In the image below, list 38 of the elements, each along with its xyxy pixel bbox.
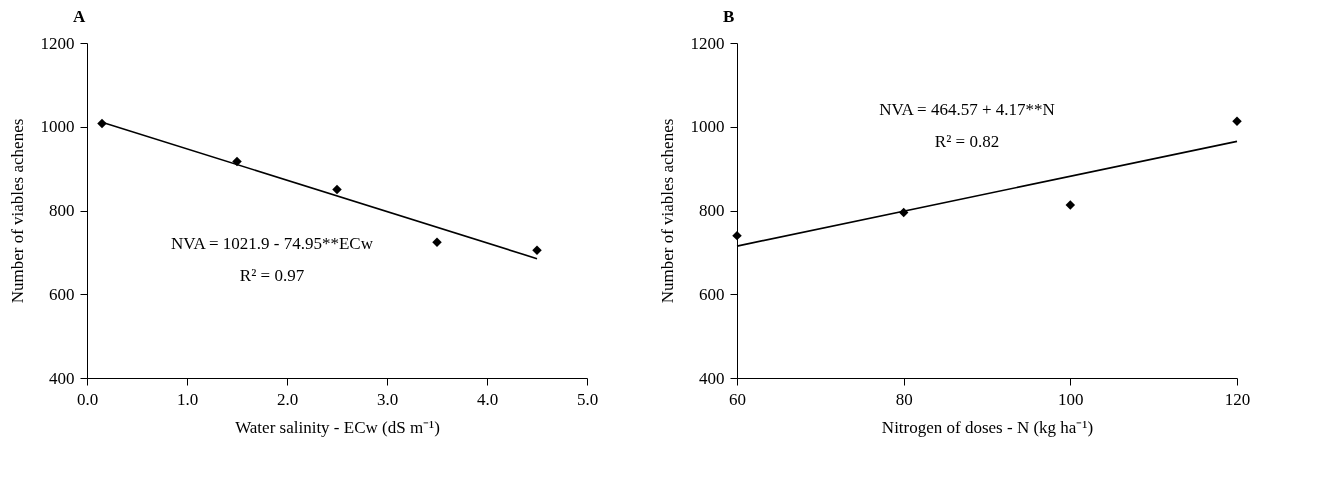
point: [332, 184, 342, 195]
annotation: NVA = 1021.9 - 74.95**ECw: [171, 234, 374, 253]
x-tick-label: 3.0: [376, 389, 399, 409]
point: [432, 237, 442, 248]
point: [532, 245, 542, 256]
y-tick-label: 1000: [40, 117, 75, 137]
y-tick-label: 800: [49, 201, 75, 220]
y-tick-label: 1200: [40, 33, 75, 53]
x-tick-label: 0.0: [76, 389, 99, 409]
x-tick-label: 60: [729, 389, 746, 409]
point: [732, 230, 742, 241]
point: [232, 156, 242, 167]
y-tick-label: 1000: [690, 117, 725, 137]
y-tick-label: 1200: [690, 33, 725, 53]
y-tick-label: 800: [699, 201, 725, 220]
chart-title: B: [723, 7, 735, 26]
annotation: R² = 0.82: [934, 132, 1000, 151]
y-axis-title: Number of viables achenes: [7, 118, 27, 304]
x-axis-title: Water salinity - ECw (dS m⁻¹): [235, 417, 440, 437]
chart-title: A: [73, 7, 86, 26]
y-tick-label: 400: [699, 368, 725, 388]
y-tick-label: 600: [49, 284, 75, 304]
annotation: NVA = 464.57 + 4.17**N: [879, 100, 1055, 119]
x-tick-label: 5.0: [576, 389, 599, 409]
x-tick-label: 2.0: [276, 389, 299, 409]
point: [97, 118, 107, 129]
y-tick-label: 600: [699, 284, 725, 304]
point: [1232, 116, 1242, 127]
x-tick-label: 4.0: [476, 389, 499, 409]
y-axis-title: Number of viables achenes: [657, 118, 677, 304]
x-tick-label: 120: [1224, 389, 1251, 409]
annotation: R² = 0.97: [239, 266, 305, 285]
y-tick-label: 400: [49, 368, 75, 388]
point: [1065, 200, 1076, 210]
x-tick-label: 1.0: [176, 389, 199, 409]
x-tick-label: 100: [1058, 389, 1084, 409]
x-axis-title: Nitrogen of doses - N (kg ha⁻¹): [881, 417, 1094, 437]
x-tick-label: 80: [895, 389, 913, 409]
